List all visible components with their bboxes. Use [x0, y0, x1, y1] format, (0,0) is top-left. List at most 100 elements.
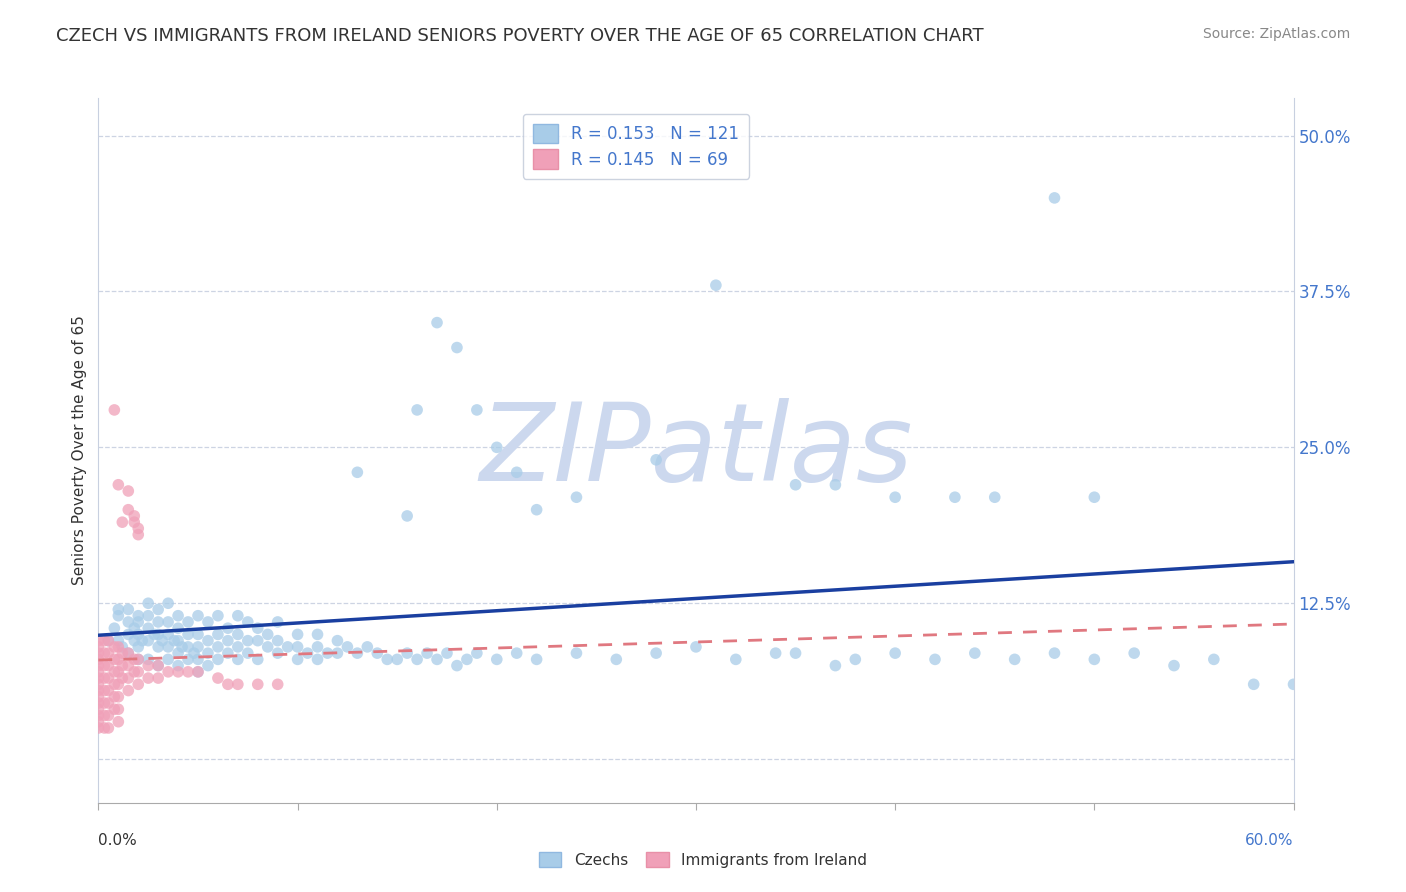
Point [167, 621, 190, 635]
Point [177, 615, 200, 629]
Point [207, 627, 229, 641]
Point [1243, 677, 1265, 691]
Point [127, 677, 149, 691]
Point [197, 615, 219, 629]
Point [207, 652, 229, 666]
Point [111, 658, 134, 673]
Point [177, 640, 200, 654]
Point [131, 633, 153, 648]
Point [645, 452, 668, 467]
Point [217, 621, 239, 635]
Point [93, 683, 115, 698]
Point [984, 490, 1007, 504]
Point [167, 608, 190, 623]
Point [157, 596, 180, 610]
Point [326, 646, 349, 660]
Point [107, 702, 129, 716]
Point [256, 640, 278, 654]
Point [226, 608, 249, 623]
Point [1123, 646, 1146, 660]
Point [148, 615, 170, 629]
Point [107, 690, 129, 704]
Point [124, 515, 146, 529]
Point [177, 665, 200, 679]
Point [136, 633, 159, 648]
Point [426, 652, 449, 666]
Point [307, 652, 329, 666]
Point [136, 671, 159, 685]
Point [87, 696, 110, 710]
Point [485, 652, 508, 666]
Point [103, 640, 125, 654]
Point [177, 652, 200, 666]
Text: 0.0%: 0.0% [98, 833, 138, 848]
Point [645, 646, 668, 660]
Point [287, 652, 309, 666]
Point [157, 652, 180, 666]
Point [316, 646, 339, 660]
Point [267, 677, 290, 691]
Point [526, 502, 548, 516]
Point [307, 627, 329, 641]
Point [97, 696, 120, 710]
Point [107, 602, 129, 616]
Point [148, 671, 170, 685]
Point [785, 477, 807, 491]
Point [167, 665, 190, 679]
Point [167, 658, 190, 673]
Point [117, 602, 139, 616]
Text: CZECH VS IMMIGRANTS FROM IRELAND SENIORS POVERTY OVER THE AGE OF 65 CORRELATION : CZECH VS IMMIGRANTS FROM IRELAND SENIORS… [56, 27, 984, 45]
Point [346, 646, 368, 660]
Point [117, 646, 139, 660]
Point [103, 665, 125, 679]
Point [111, 515, 134, 529]
Point [97, 646, 120, 660]
Point [124, 508, 146, 523]
Point [207, 671, 229, 685]
Point [256, 627, 278, 641]
Point [236, 646, 259, 660]
Point [87, 714, 110, 729]
Point [87, 652, 110, 666]
Point [107, 714, 129, 729]
Point [426, 316, 449, 330]
Point [172, 640, 194, 654]
Point [157, 627, 180, 641]
Point [124, 633, 146, 648]
Point [127, 665, 149, 679]
Point [127, 627, 149, 641]
Point [107, 477, 129, 491]
Point [127, 608, 149, 623]
Point [297, 646, 319, 660]
Point [87, 690, 110, 704]
Point [97, 708, 120, 723]
Legend: R = 0.153   N = 121, R = 0.145   N = 69: R = 0.153 N = 121, R = 0.145 N = 69 [523, 113, 749, 178]
Point [385, 652, 409, 666]
Point [246, 652, 269, 666]
Point [124, 665, 146, 679]
Point [217, 646, 239, 660]
Point [197, 646, 219, 660]
Text: ZIPatlas: ZIPatlas [479, 398, 912, 503]
Point [148, 658, 170, 673]
Point [765, 646, 787, 660]
Point [87, 658, 110, 673]
Point [704, 278, 727, 293]
Point [226, 652, 249, 666]
Point [246, 677, 269, 691]
Point [157, 615, 180, 629]
Point [111, 646, 134, 660]
Point [844, 652, 866, 666]
Point [287, 640, 309, 654]
Point [506, 465, 529, 479]
Point [107, 633, 129, 648]
Point [97, 683, 120, 698]
Point [456, 652, 478, 666]
Point [136, 608, 159, 623]
Point [246, 621, 269, 635]
Point [465, 646, 488, 660]
Point [103, 690, 125, 704]
Point [93, 646, 115, 660]
Point [217, 633, 239, 648]
Point [565, 490, 588, 504]
